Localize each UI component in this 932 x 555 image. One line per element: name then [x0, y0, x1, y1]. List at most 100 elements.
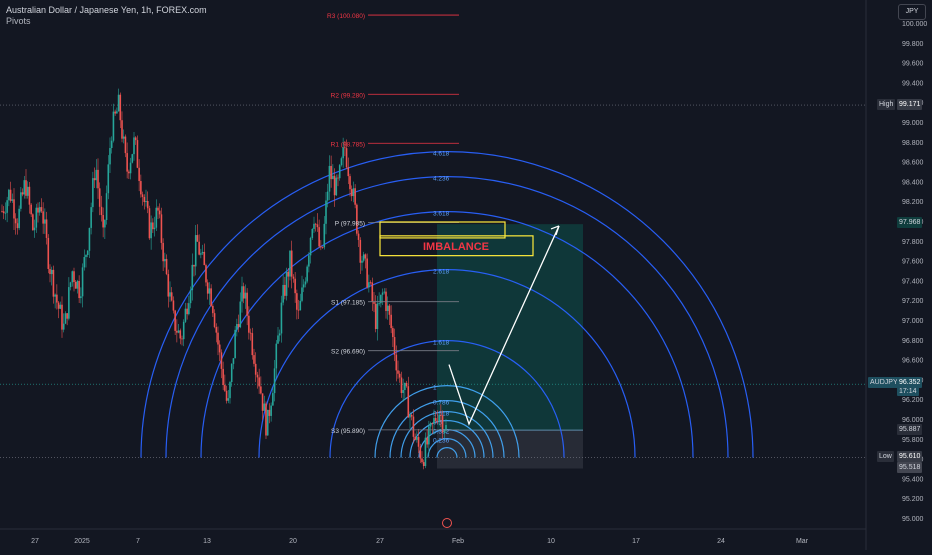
candle-body — [383, 291, 386, 293]
candle-body — [316, 224, 319, 228]
candle-body — [194, 235, 197, 267]
candle-body — [40, 207, 43, 212]
pivot-label: S2 (96.690) — [331, 349, 365, 356]
candle-body — [285, 271, 288, 296]
target-zone — [437, 224, 583, 431]
candle-body — [426, 437, 428, 445]
candle-body — [280, 302, 283, 334]
candle-body — [176, 330, 178, 333]
pivot-label: P (97.985) — [335, 220, 365, 227]
candle-body — [44, 219, 46, 224]
candle-body — [328, 165, 331, 192]
price-axis-tick: 99.400 — [902, 80, 924, 87]
candle-body — [390, 314, 392, 329]
candle-body — [32, 214, 34, 231]
lightning-icon — [442, 518, 452, 528]
fib-arc — [258, 269, 636, 458]
candle-body — [198, 241, 200, 255]
candle-body — [445, 425, 447, 431]
candle-body — [212, 305, 214, 314]
candle-body — [289, 250, 291, 277]
candle-body — [400, 377, 403, 394]
candle-body — [297, 309, 300, 311]
candle-body — [165, 258, 168, 275]
candle-body — [248, 315, 250, 333]
candle-body — [200, 253, 202, 255]
candle-body — [402, 390, 404, 394]
candle-body — [213, 313, 216, 327]
candle-body — [359, 239, 362, 263]
candle-body — [117, 94, 120, 112]
imbalance-box — [379, 235, 534, 257]
candle-body — [364, 254, 367, 259]
price-axis-tick: 97.800 — [902, 239, 924, 246]
candle-body — [410, 414, 413, 417]
candle-body — [93, 178, 96, 181]
high-tag: High — [877, 99, 896, 110]
candle-body — [278, 333, 281, 336]
candle-body — [225, 390, 228, 401]
candle-body — [66, 313, 68, 319]
candle-body — [227, 398, 230, 401]
candle-body — [392, 328, 394, 338]
imbalance-label: IMBALANCE — [423, 241, 489, 253]
currency-button[interactable]: JPY — [898, 4, 926, 20]
candle-body — [104, 219, 106, 228]
time-axis-tick: 7 — [136, 538, 140, 545]
fib-arc — [140, 151, 754, 458]
candle-body — [326, 191, 329, 201]
candle-body — [71, 271, 74, 283]
candle-body — [95, 169, 98, 181]
candle-body — [344, 147, 346, 149]
candle-body — [237, 324, 240, 328]
candle-body — [188, 303, 190, 315]
price-axis-tick: 95.400 — [902, 476, 924, 483]
candle-body — [287, 271, 290, 277]
last-price-label: 96.352 — [897, 377, 923, 388]
candle-body — [42, 211, 44, 224]
candle-body — [148, 208, 151, 239]
candle-body — [232, 358, 235, 364]
candle-body — [186, 308, 188, 315]
fib-level-label: 4.236 — [433, 176, 450, 183]
candle-body — [83, 257, 86, 268]
time-axis-tick: 20 — [289, 538, 297, 545]
candle-body — [100, 206, 103, 216]
fvg-box-upper — [379, 221, 506, 239]
time-axis-tick: 24 — [717, 538, 725, 545]
candle-body — [321, 247, 324, 249]
candle-body — [78, 280, 80, 299]
candle-body — [242, 286, 245, 299]
candle-body — [332, 175, 334, 180]
fib-level-label: 2.618 — [433, 269, 450, 276]
candle-body — [244, 292, 247, 299]
time-axis-tick: 2025 — [74, 538, 90, 545]
candle-body — [13, 199, 15, 219]
candle-body — [28, 186, 31, 205]
candle-body — [398, 373, 401, 378]
pivot-label: R1 (98.785) — [331, 141, 365, 148]
candle-body — [258, 377, 260, 387]
candle-body — [438, 415, 440, 422]
candle-body — [304, 281, 307, 285]
candle-body — [338, 165, 341, 179]
symbol-title: Australian Dollar / Japanese Yen, 1h, FO… — [6, 5, 207, 15]
candle-body — [253, 355, 255, 364]
candle-body — [234, 329, 236, 359]
candle-body — [54, 294, 56, 297]
candle-body — [20, 192, 22, 209]
candle-body — [220, 352, 223, 369]
candle-body — [380, 294, 382, 304]
fib-arc — [389, 400, 505, 458]
candle-body — [112, 111, 115, 141]
candle-body — [428, 426, 430, 445]
candle-body — [251, 333, 254, 356]
candle-body — [164, 258, 166, 262]
candle-body — [335, 177, 338, 196]
candle-body — [249, 332, 252, 334]
candle-body — [140, 181, 142, 195]
candle-body — [434, 418, 437, 421]
candle-body — [374, 303, 377, 330]
